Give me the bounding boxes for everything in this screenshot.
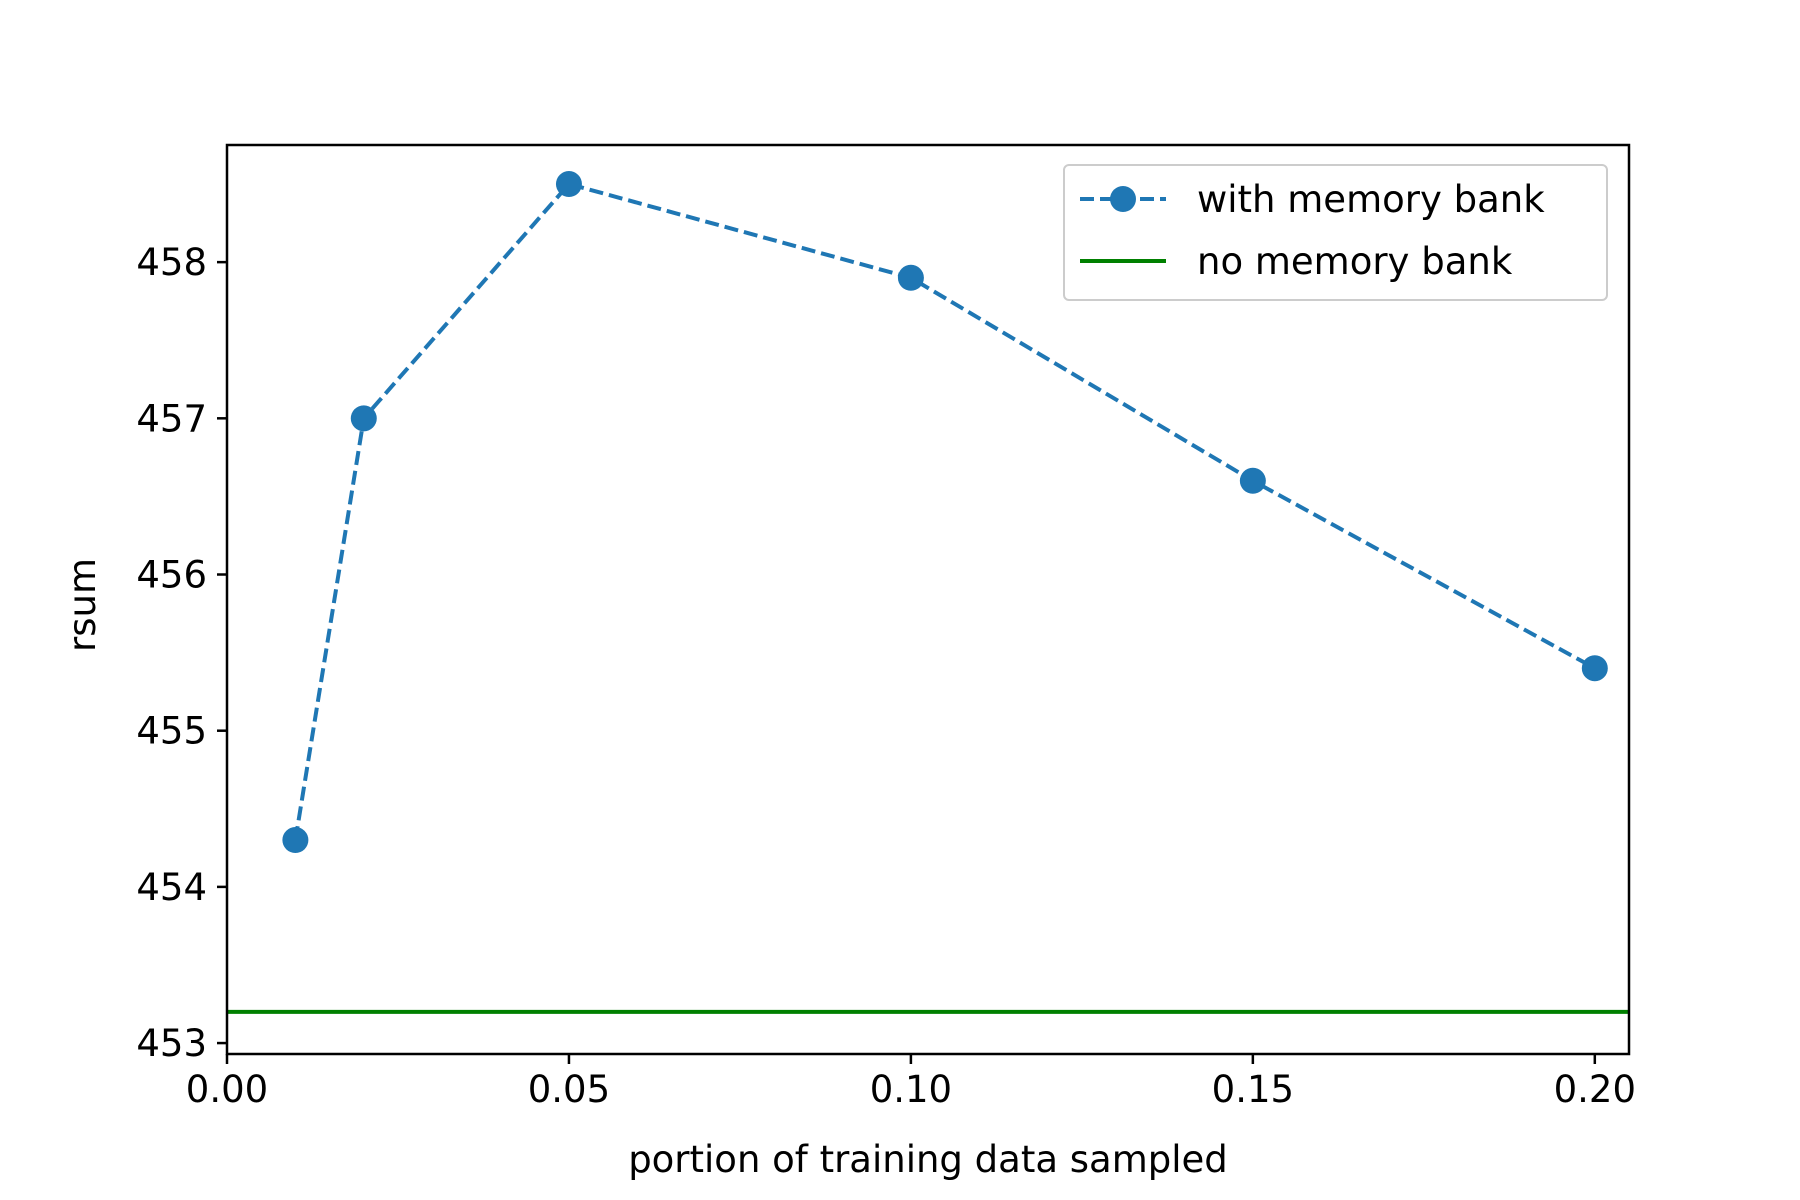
legend-marker-with-memory-bank — [1110, 186, 1136, 212]
y-tick-label: 455 — [136, 710, 207, 753]
legend: with memory bank no memory bank — [1063, 164, 1608, 301]
data-point-with-memory-bank — [897, 264, 924, 291]
x-tick-label: 0.05 — [528, 1068, 610, 1111]
data-point-with-memory-bank — [555, 171, 582, 198]
y-tick-label: 457 — [136, 397, 207, 440]
x-tick-label: 0.10 — [870, 1068, 952, 1111]
legend-label-with-memory-bank: with memory bank — [1197, 178, 1545, 221]
legend-label-no-memory-bank: no memory bank — [1197, 240, 1513, 283]
x-axis-label: portion of training data sampled — [628, 1138, 1228, 1181]
y-axis: 453 454 455 456 457 458 — [136, 241, 227, 1065]
plot-area — [227, 171, 1629, 1014]
x-tick-label: 0.15 — [1212, 1068, 1294, 1111]
data-point-with-memory-bank — [1239, 467, 1266, 494]
y-tick-label: 453 — [136, 1022, 207, 1065]
y-tick-label: 456 — [136, 554, 207, 597]
data-point-with-memory-bank — [350, 405, 377, 432]
y-tick-label: 454 — [136, 866, 207, 909]
x-tick-label: 0.20 — [1554, 1068, 1636, 1111]
y-tick-label: 458 — [136, 241, 207, 284]
axes-frame — [225, 143, 1631, 1056]
data-point-with-memory-bank — [282, 827, 309, 854]
y-axis-label: rsum — [61, 558, 104, 652]
x-axis: 0.00 0.05 0.10 0.15 0.20 — [186, 1054, 1636, 1111]
legend-box — [1063, 164, 1608, 301]
data-point-with-memory-bank — [1581, 655, 1608, 682]
x-tick-label: 0.00 — [186, 1068, 268, 1111]
